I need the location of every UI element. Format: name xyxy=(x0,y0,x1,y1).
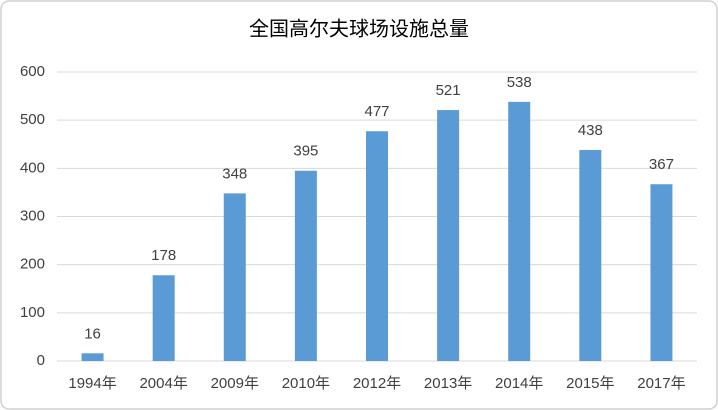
x-tick-label: 2014年 xyxy=(495,375,543,392)
bar xyxy=(650,184,673,361)
x-tick-label: 2010年 xyxy=(282,375,330,392)
bar xyxy=(294,170,317,361)
data-label: 16 xyxy=(84,325,101,342)
chart-title: 全国高尔夫球场设施总量 xyxy=(249,17,469,40)
x-tick-label: 2013年 xyxy=(424,375,472,392)
bar xyxy=(579,150,602,361)
data-label: 438 xyxy=(578,122,603,139)
y-tick-label: 400 xyxy=(20,159,45,176)
bar xyxy=(152,275,175,361)
y-tick-label: 600 xyxy=(20,63,45,80)
data-label: 477 xyxy=(364,103,389,120)
x-tick-label: 2017年 xyxy=(637,375,685,392)
x-tick-label: 2012年 xyxy=(353,375,401,392)
bar xyxy=(81,353,104,361)
bar xyxy=(508,101,531,361)
data-label: 521 xyxy=(436,82,461,99)
data-label: 178 xyxy=(151,247,176,264)
data-label: 538 xyxy=(507,74,532,91)
bar xyxy=(223,193,246,361)
x-tick-label: 2004年 xyxy=(139,375,187,392)
x-tick-label: 2015年 xyxy=(566,375,614,392)
bar xyxy=(437,110,460,361)
y-tick-label: 0 xyxy=(37,352,45,369)
data-label: 395 xyxy=(293,143,318,160)
x-tick-label: 2009年 xyxy=(211,375,259,392)
x-tick-label: 1994年 xyxy=(68,375,116,392)
y-tick-label: 200 xyxy=(20,256,45,273)
data-label: 348 xyxy=(222,165,247,182)
data-label: 367 xyxy=(649,156,674,173)
bar xyxy=(366,131,388,361)
y-tick-label: 300 xyxy=(20,207,45,224)
y-tick-label: 100 xyxy=(20,304,45,321)
y-tick-label: 500 xyxy=(20,111,45,128)
